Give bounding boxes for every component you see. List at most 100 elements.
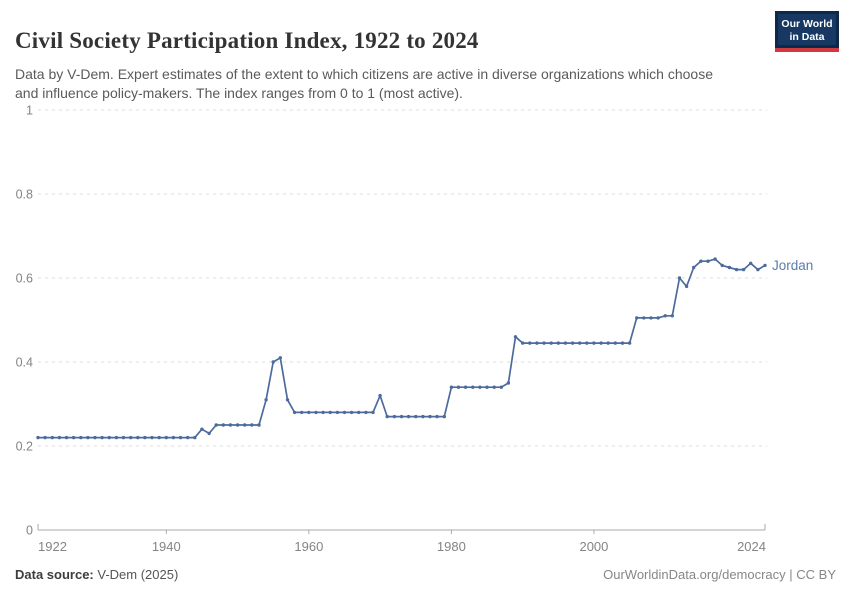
- data-point[interactable]: [257, 423, 261, 427]
- data-point[interactable]: [478, 385, 482, 389]
- data-point[interactable]: [635, 316, 639, 320]
- data-point[interactable]: [114, 435, 119, 440]
- data-point[interactable]: [107, 435, 112, 440]
- data-point[interactable]: [278, 356, 282, 360]
- entity-label-jordan[interactable]: Jordan: [772, 258, 813, 273]
- data-point[interactable]: [734, 267, 739, 272]
- data-point[interactable]: [57, 435, 62, 440]
- data-point[interactable]: [649, 316, 653, 320]
- data-point[interactable]: [335, 410, 340, 415]
- data-point[interactable]: [214, 423, 218, 427]
- data-point[interactable]: [349, 410, 354, 415]
- data-point[interactable]: [521, 341, 525, 345]
- data-point[interactable]: [64, 435, 69, 440]
- data-point[interactable]: [506, 381, 511, 385]
- data-point[interactable]: [749, 261, 753, 265]
- data-point[interactable]: [292, 410, 297, 415]
- data-point[interactable]: [371, 410, 375, 415]
- series-line-jordan[interactable]: [37, 258, 766, 439]
- data-point[interactable]: [43, 435, 47, 440]
- data-point[interactable]: [193, 435, 197, 440]
- data-point[interactable]: [485, 385, 489, 389]
- data-point[interactable]: [741, 267, 746, 272]
- data-point[interactable]: [136, 435, 140, 440]
- data-point[interactable]: [549, 341, 553, 345]
- data-point[interactable]: [563, 341, 568, 345]
- data-point[interactable]: [513, 335, 518, 339]
- data-point[interactable]: [321, 410, 325, 415]
- data-point[interactable]: [250, 423, 254, 427]
- data-point[interactable]: [421, 414, 425, 419]
- data-point[interactable]: [186, 435, 190, 440]
- data-point[interactable]: [300, 410, 304, 415]
- data-point[interactable]: [656, 316, 660, 320]
- data-point[interactable]: [435, 414, 439, 419]
- data-point[interactable]: [143, 435, 147, 440]
- data-point[interactable]: [763, 263, 767, 268]
- data-point[interactable]: [663, 314, 667, 318]
- data-point[interactable]: [164, 435, 168, 440]
- data-point[interactable]: [592, 341, 596, 345]
- data-point[interactable]: [442, 414, 446, 419]
- data-point[interactable]: [528, 341, 532, 345]
- data-point[interactable]: [677, 276, 682, 280]
- data-point[interactable]: [129, 435, 133, 440]
- data-point[interactable]: [342, 410, 347, 415]
- data-point[interactable]: [235, 423, 240, 427]
- data-point[interactable]: [428, 414, 432, 419]
- data-point[interactable]: [207, 431, 211, 436]
- data-point[interactable]: [585, 341, 589, 345]
- data-point[interactable]: [670, 314, 674, 318]
- data-point[interactable]: [157, 435, 161, 440]
- data-point[interactable]: [449, 385, 454, 389]
- data-point[interactable]: [328, 410, 332, 415]
- data-point[interactable]: [79, 435, 83, 440]
- data-point[interactable]: [578, 341, 582, 345]
- data-point[interactable]: [492, 385, 496, 389]
- data-point[interactable]: [285, 398, 290, 402]
- data-point[interactable]: [93, 435, 97, 440]
- data-point[interactable]: [243, 423, 247, 427]
- data-point[interactable]: [171, 435, 176, 440]
- owid-logo[interactable]: Our World in Data: [775, 11, 839, 52]
- data-point[interactable]: [599, 341, 603, 345]
- data-point[interactable]: [699, 259, 703, 263]
- data-point[interactable]: [606, 341, 610, 345]
- data-point[interactable]: [121, 435, 126, 440]
- data-point[interactable]: [556, 341, 560, 345]
- data-point[interactable]: [264, 398, 268, 402]
- data-point[interactable]: [499, 385, 503, 389]
- attribution-link[interactable]: OurWorldinData.org/democracy | CC BY: [603, 567, 836, 582]
- data-point[interactable]: [756, 267, 760, 272]
- data-point[interactable]: [200, 427, 204, 431]
- data-point[interactable]: [684, 284, 689, 289]
- data-point[interactable]: [228, 423, 233, 427]
- chart-canvas[interactable]: 0 0.2 0.4 0.6 0.8 1 1922 1940 1960 1980 2000 2024 Jo…: [0, 95, 850, 565]
- data-point[interactable]: [692, 265, 696, 270]
- data-point[interactable]: [385, 414, 389, 419]
- data-point[interactable]: [36, 435, 40, 440]
- data-point[interactable]: [535, 341, 539, 345]
- data-point[interactable]: [71, 435, 76, 440]
- data-point[interactable]: [392, 414, 397, 419]
- data-point[interactable]: [271, 360, 275, 364]
- data-point[interactable]: [706, 259, 710, 263]
- data-point[interactable]: [727, 265, 732, 270]
- data-point[interactable]: [463, 385, 468, 389]
- data-point[interactable]: [713, 257, 717, 261]
- data-point[interactable]: [364, 410, 368, 415]
- data-point[interactable]: [50, 435, 54, 440]
- data-point[interactable]: [542, 341, 546, 345]
- data-point[interactable]: [150, 435, 154, 440]
- data-point[interactable]: [570, 341, 575, 345]
- data-point[interactable]: [720, 263, 724, 268]
- data-point[interactable]: [100, 435, 104, 440]
- data-point[interactable]: [178, 435, 183, 440]
- data-point[interactable]: [456, 385, 461, 389]
- data-point[interactable]: [471, 385, 475, 389]
- data-point[interactable]: [378, 393, 382, 398]
- data-point[interactable]: [357, 410, 361, 415]
- data-point[interactable]: [399, 414, 404, 419]
- data-point[interactable]: [406, 414, 411, 419]
- data-point[interactable]: [314, 410, 318, 415]
